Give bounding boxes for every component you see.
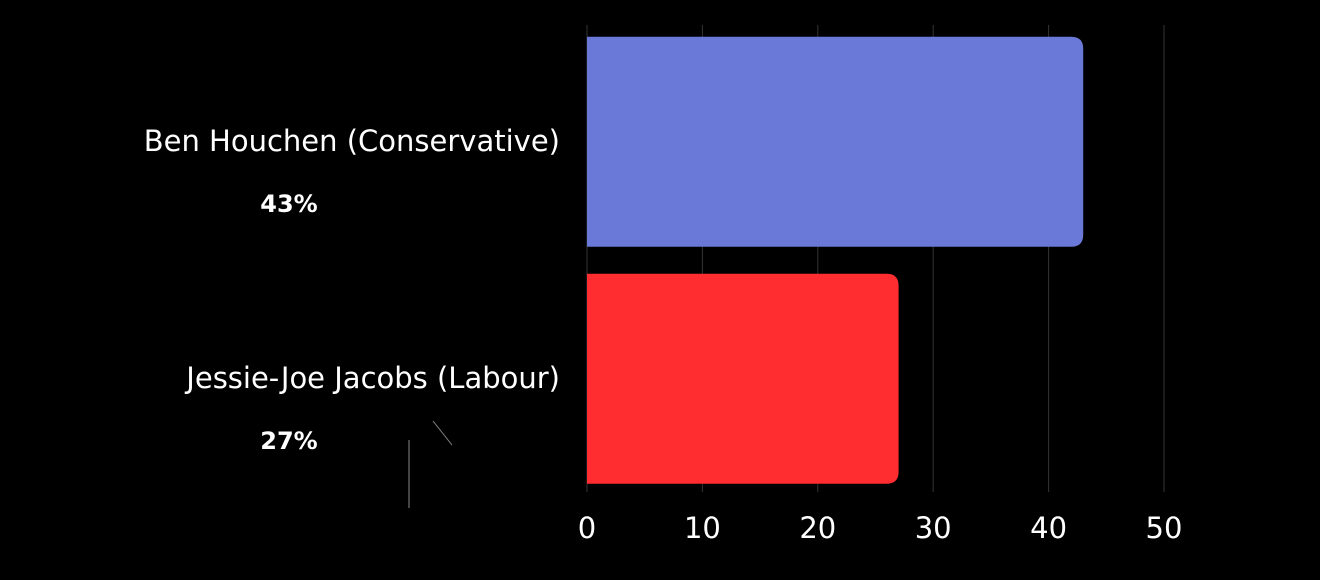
- bar: [587, 36, 1084, 247]
- value-label: 43%: [260, 190, 317, 218]
- category-label: Ben Houchen (Conservative): [144, 124, 560, 158]
- x-tick-label: 40: [1030, 511, 1067, 545]
- x-tick-label: 0: [578, 511, 596, 545]
- value-label: 27%: [260, 427, 317, 455]
- category-label: Jessie-Joe Jacobs (Labour): [184, 361, 560, 395]
- x-tick-label: 50: [1146, 511, 1183, 545]
- x-tick-label: 10: [684, 511, 721, 545]
- x-tick-label: 20: [799, 511, 836, 545]
- decoration: [432, 420, 453, 446]
- x-tick-label: 30: [915, 511, 952, 545]
- bar: [587, 273, 899, 484]
